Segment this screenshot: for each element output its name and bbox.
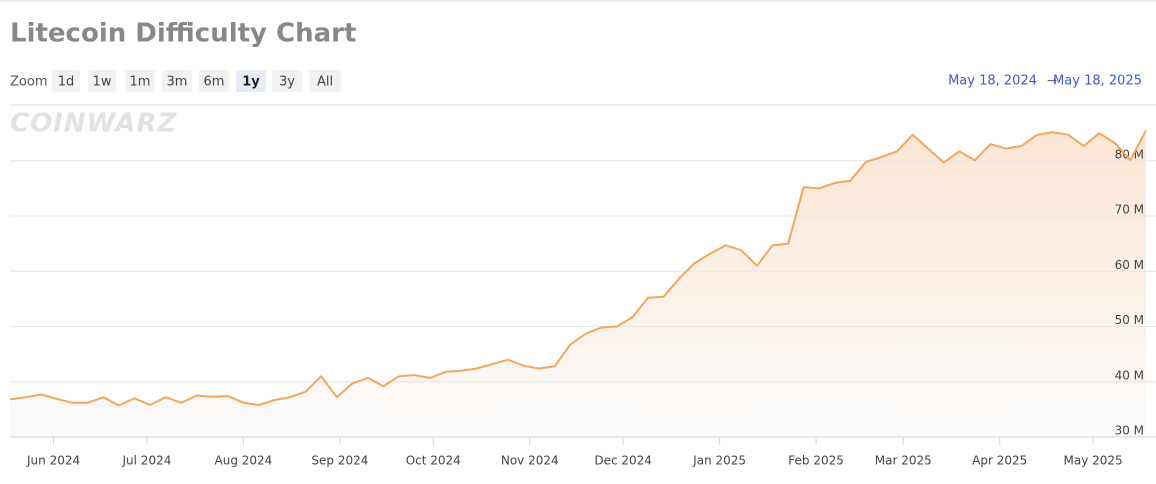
x-tick-label: Mar 2025 xyxy=(875,454,932,468)
x-tick-label: Sep 2024 xyxy=(311,454,368,468)
range-start[interactable]: May 18, 2024 xyxy=(948,74,1037,89)
zoom-button[interactable] xyxy=(236,70,266,92)
y-tick-label: 40 M xyxy=(1115,368,1144,382)
zoom-button[interactable] xyxy=(125,70,155,92)
y-tick-label: 70 M xyxy=(1115,203,1144,217)
x-tick-label: Nov 2024 xyxy=(501,454,559,468)
zoom-button[interactable] xyxy=(88,70,116,92)
zoom-button-label[interactable]: 3m xyxy=(167,75,188,90)
range-end[interactable]: May 18, 2025 xyxy=(1053,74,1142,89)
zoom-button[interactable] xyxy=(272,70,302,92)
zoom-button-label[interactable]: 3y xyxy=(279,75,295,90)
zoom-button-label[interactable]: 1d xyxy=(58,75,75,90)
watermark: COINWARZ xyxy=(10,109,178,139)
x-tick-label: Jan 2025 xyxy=(692,454,746,468)
area xyxy=(10,130,1146,437)
zoom-button-label[interactable]: 1w xyxy=(93,75,112,90)
line xyxy=(9,129,1147,407)
x-tick-label: Oct 2024 xyxy=(406,454,461,468)
range-arrow: → xyxy=(1047,74,1057,88)
zoom-button-label[interactable]: All xyxy=(317,75,333,90)
zoom-button-label[interactable]: 6m xyxy=(204,75,225,90)
x-tick-label: Dec 2024 xyxy=(594,454,652,468)
zoom-button[interactable] xyxy=(309,70,341,92)
zoom-label: Zoom xyxy=(10,75,47,90)
zoom-button-label[interactable]: 1y xyxy=(242,75,260,90)
y-tick-label: 60 M xyxy=(1115,258,1144,272)
chart-title: Litecoin Difficulty Chart xyxy=(10,19,356,49)
zoom-button[interactable] xyxy=(199,70,229,92)
y-tick-label: 50 M xyxy=(1115,313,1144,327)
x-tick-label: Jun 2024 xyxy=(26,454,80,468)
x-tick-label: May 2025 xyxy=(1064,454,1123,468)
zoom-button[interactable] xyxy=(162,70,192,92)
x-tick-label: Feb 2025 xyxy=(788,454,844,468)
x-tick-label: Apr 2025 xyxy=(972,454,1027,468)
zoom-button[interactable] xyxy=(52,70,80,92)
zoom-button-label[interactable]: 1m xyxy=(130,75,151,90)
y-tick-label: 30 M xyxy=(1115,424,1144,438)
x-tick-label: Jul 2024 xyxy=(122,454,172,468)
x-tick-label: Aug 2024 xyxy=(215,454,273,468)
